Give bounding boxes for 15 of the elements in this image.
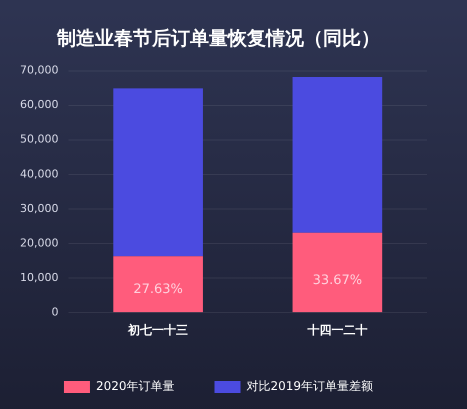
chart-title: 制造业春节后订单量恢复情况（同比） [56, 27, 380, 50]
annotation: 33.67% [312, 272, 362, 288]
y-tick-label: 30,000 [20, 202, 58, 215]
y-tick-label: 40,000 [20, 167, 58, 180]
y-tick-label: 10,000 [20, 270, 58, 284]
legend-label: 2020年订单量 [96, 379, 175, 394]
y-tick-label: 60,000 [20, 98, 58, 112]
y-tick-label: 0 [51, 305, 58, 318]
y-tick-label: 70,000 [20, 64, 58, 77]
x-tick-label: 初七一十三 [127, 322, 188, 337]
y-tick-label: 20,000 [20, 236, 58, 250]
legend-label: 对比2019年订单量差额 [246, 379, 374, 394]
x-tick-label: 十四一二十 [306, 322, 368, 337]
annotation: 27.63% [133, 282, 183, 298]
y-tick-label: 50,000 [20, 132, 58, 146]
